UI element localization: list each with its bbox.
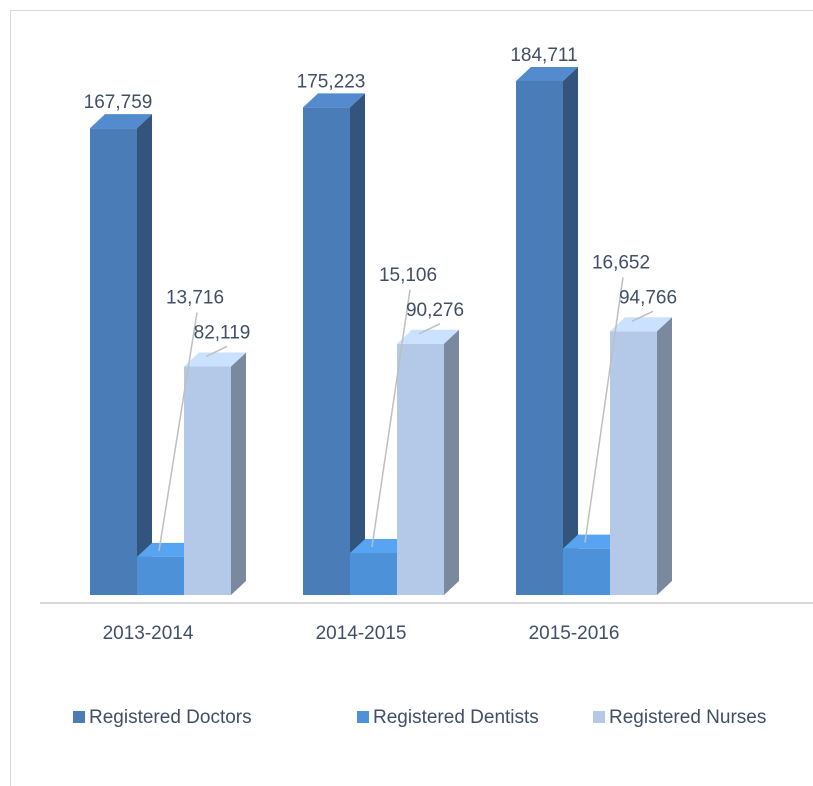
legend-swatch [593, 711, 605, 723]
bar-side [231, 352, 246, 595]
data-label: 184,711 [510, 45, 577, 66]
bar-side [350, 93, 365, 595]
bar-side [657, 317, 672, 595]
legend-label: Registered Dentists [373, 707, 539, 728]
bar [137, 556, 184, 595]
bar-top [90, 114, 152, 129]
data-label: 167,759 [84, 92, 153, 113]
bar [516, 81, 563, 595]
x-tick-label: 2014-2015 [316, 623, 407, 644]
bar [563, 548, 610, 595]
leader-line [418, 323, 441, 335]
bar [184, 366, 231, 595]
data-label: 90,276 [406, 300, 464, 321]
bar-top [397, 329, 459, 344]
x-tick-label: 2015-2016 [529, 623, 620, 644]
data-label: 175,223 [297, 71, 366, 92]
bar-side [563, 67, 578, 595]
leader-line [371, 289, 411, 548]
bar-top [303, 93, 365, 108]
bar-top [137, 542, 199, 557]
legend-label: Registered Nurses [609, 707, 766, 728]
bar-top [184, 352, 246, 367]
bar [90, 128, 137, 595]
data-label: 16,652 [592, 252, 650, 273]
bar-side [137, 114, 152, 595]
bar-side [444, 329, 459, 595]
bar [350, 552, 397, 595]
data-label: 15,106 [379, 265, 437, 286]
leader-line [584, 277, 624, 543]
bar-top [516, 67, 578, 81]
bar-top [563, 534, 625, 549]
leader-line [631, 310, 654, 322]
legend-swatch [73, 711, 85, 723]
x-tick-label: 2013-2014 [103, 623, 194, 644]
bar [303, 107, 350, 595]
bar-top [610, 317, 672, 332]
data-label: 94,766 [619, 287, 677, 308]
bar-top [350, 538, 412, 553]
data-label: 82,119 [194, 323, 251, 344]
leader-line [205, 345, 228, 358]
bar [610, 331, 657, 595]
legend-label: Registered Doctors [89, 707, 252, 728]
bar [397, 343, 444, 595]
legend-swatch [357, 711, 369, 723]
leader-line [158, 312, 198, 551]
data-label: 13,716 [166, 288, 224, 309]
